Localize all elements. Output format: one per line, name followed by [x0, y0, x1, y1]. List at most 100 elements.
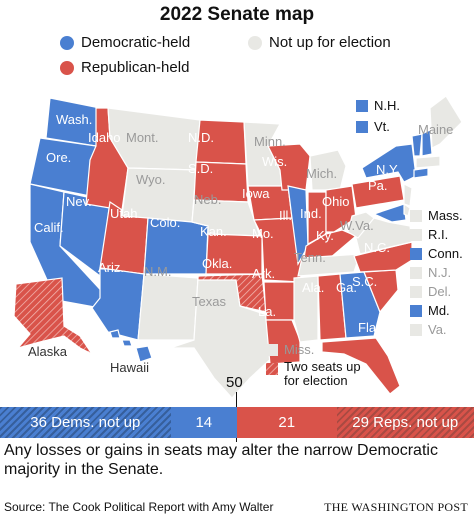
key-ri-swatch-icon: [410, 228, 422, 241]
none-dot-icon: [248, 35, 262, 50]
bar-dem-up: 14: [170, 407, 237, 438]
credit-text: THE WASHINGTON POST: [324, 500, 468, 514]
label-ky: Ky.: [316, 228, 334, 243]
key-miss-label: Miss.: [284, 342, 315, 357]
key-va-label: Va.: [428, 322, 447, 337]
key-nj-label: N.J.: [428, 265, 452, 280]
bar-dem-not-up: 36 Dems. not up: [0, 407, 171, 438]
label-wis: Wis.: [262, 154, 287, 169]
note-text: Any losses or gains in seats may alter t…: [4, 442, 438, 478]
label-wva: W.Va.: [340, 218, 374, 233]
key-nh-label: N.H.: [374, 98, 400, 113]
key-vt-swatch-icon: [356, 120, 368, 133]
key-nh: N.H.: [356, 96, 400, 115]
label-kan: Kan.: [200, 224, 227, 239]
state-hawaii[interactable]: [109, 329, 153, 363]
key-conn-label: Conn.: [428, 246, 463, 261]
two-seats-line1: Two seats up: [284, 359, 361, 374]
two-seats-line2: for election: [284, 373, 348, 388]
state-miss[interactable]: [293, 275, 319, 343]
key-del-label: Del.: [428, 284, 452, 299]
label-iowa: Iowa: [242, 186, 270, 201]
state-mich[interactable]: [309, 149, 347, 191]
state-ill[interactable]: [287, 185, 309, 266]
state-de[interactable]: [403, 202, 411, 217]
label-utah: Utah: [110, 206, 137, 221]
state-nm[interactable]: [137, 273, 199, 341]
label-idaho: Idaho: [88, 130, 121, 145]
bar-rep-not-up-label: 29 Reps. not up: [352, 414, 459, 431]
bar-dem-up-label: 14: [195, 414, 213, 431]
key-va: Va.: [410, 320, 447, 339]
state-nh[interactable]: [421, 129, 433, 157]
key-va-swatch-icon: [410, 323, 422, 336]
label-colo: Colo.: [150, 215, 180, 230]
label-hawaii: Hawaii: [110, 360, 149, 375]
state-conn[interactable]: [413, 167, 429, 179]
label-ariz: Ariz.: [98, 260, 124, 275]
key-vt-label: Vt.: [374, 119, 390, 134]
key-miss-swatch-icon: [266, 343, 278, 356]
seat-bar: 36 Dems. not up 14 21 29 Reps. not up: [0, 407, 474, 438]
key-md: Md.: [410, 301, 450, 320]
label-ga: Ga.: [336, 280, 357, 295]
label-ala: Ala.: [302, 280, 324, 295]
label-ny: N.Y.: [376, 162, 400, 177]
dem-dot-icon: [60, 35, 74, 50]
state-ny[interactable]: [361, 143, 417, 183]
label-ill: Ill.: [279, 208, 292, 223]
key-del-swatch-icon: [410, 285, 422, 298]
page-title: 2022 Senate map: [159, 4, 315, 25]
state-nj[interactable]: [403, 183, 413, 207]
key-del: Del.: [410, 282, 451, 301]
label-nc: N.C.: [364, 240, 390, 255]
legend-dem: Democratic-held: [60, 34, 190, 51]
label-ind: Ind.: [300, 206, 322, 221]
legend-rep: Republican-held: [60, 59, 189, 76]
label-mich: Mich.: [306, 166, 337, 181]
label-texas: Texas: [192, 294, 226, 309]
key-md-label: Md.: [428, 303, 450, 318]
state-ohio[interactable]: [325, 185, 357, 233]
key-mass-label: Mass.: [428, 208, 463, 223]
key-conn: Conn.: [410, 244, 463, 263]
state-ariz[interactable]: [91, 267, 145, 341]
bar-rep-not-up: 29 Reps. not up: [336, 407, 474, 438]
state-alaska[interactable]: [13, 277, 94, 356]
label-maine: Maine: [418, 122, 453, 137]
source-text: Source: The Cook Political Report with A…: [4, 500, 274, 514]
state-okla[interactable]: [197, 273, 267, 313]
state-md[interactable]: [372, 203, 407, 223]
label-ore: Ore.: [46, 150, 71, 165]
bar-rep-up: 21: [236, 407, 337, 438]
label-minn: Minn.: [254, 134, 286, 149]
state-wva[interactable]: [347, 211, 375, 239]
key-ri-label: R.I.: [428, 227, 449, 242]
label-ohio: Ohio: [322, 194, 349, 209]
state-vt[interactable]: [411, 133, 423, 157]
state-tenn[interactable]: [297, 253, 361, 277]
state-maine[interactable]: [429, 95, 463, 149]
two-seats-hatch-icon: [266, 363, 278, 375]
label-alaska: Alaska: [28, 344, 68, 359]
label-wyo: Wyo.: [136, 172, 166, 187]
label-pa: Pa.: [368, 178, 388, 193]
label-wash: Wash.: [56, 112, 92, 127]
key-nj: N.J.: [410, 263, 451, 282]
majority-marker-label: 50: [226, 374, 243, 391]
label-nm: N.M.: [144, 264, 171, 279]
label-fla: Fla.: [358, 320, 380, 335]
state-fla[interactable]: [321, 337, 401, 395]
key-nh-swatch-icon: [356, 99, 368, 112]
bar-dem-not-up-label: 36 Dems. not up: [30, 414, 141, 431]
bar-rep-up-label: 21: [278, 414, 296, 431]
legend-rep-label: Republican-held: [81, 59, 190, 76]
legend-dem-label: Democratic-held: [81, 34, 191, 51]
key-nj-swatch-icon: [410, 266, 422, 279]
key-mass-swatch-icon: [410, 209, 422, 222]
state-ma[interactable]: [415, 155, 441, 169]
rep-dot-icon: [60, 60, 74, 75]
key-two-seats: Two seats up for election: [266, 360, 361, 388]
key-miss: Miss.: [266, 340, 314, 359]
legend-none-label: Not up for election: [269, 34, 391, 51]
